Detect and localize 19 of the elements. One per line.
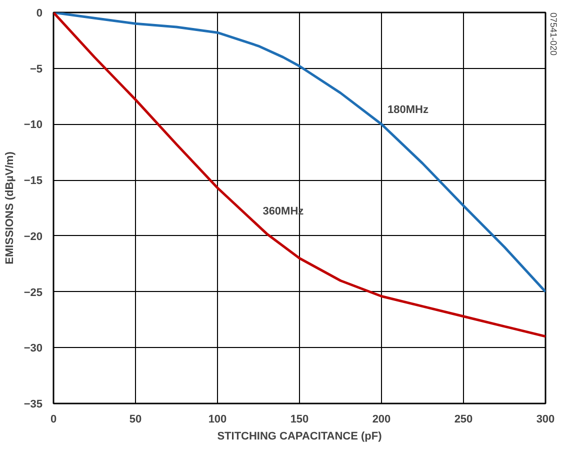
x-tick-label: 250 [454, 414, 473, 426]
y-tick-label: −35 [24, 398, 43, 410]
series-label: 180MHz [388, 104, 429, 116]
y-tick-label: 0 [36, 8, 43, 20]
y-tick-label: −30 [24, 342, 43, 355]
x-tick-label: 300 [536, 414, 555, 426]
y-axis-title: EMISSIONS (dBµV/m) [4, 151, 16, 264]
x-tick-label: 100 [208, 414, 227, 426]
x-tick-label: 150 [290, 414, 309, 426]
x-axis-title: STITCHING CAPACITANCE (pF) [217, 430, 382, 442]
x-tick-label: 0 [50, 414, 57, 426]
y-tick-label: −10 [24, 119, 43, 132]
x-tick-label: 200 [372, 414, 391, 426]
y-tick-label: −20 [24, 230, 43, 243]
y-tick-label: −15 [24, 175, 43, 188]
text: 07541-020 [548, 12, 558, 56]
y-tick-label: −25 [24, 286, 43, 299]
y-tick-label: −5 [30, 63, 43, 76]
x-tick-label: 50 [129, 414, 142, 426]
